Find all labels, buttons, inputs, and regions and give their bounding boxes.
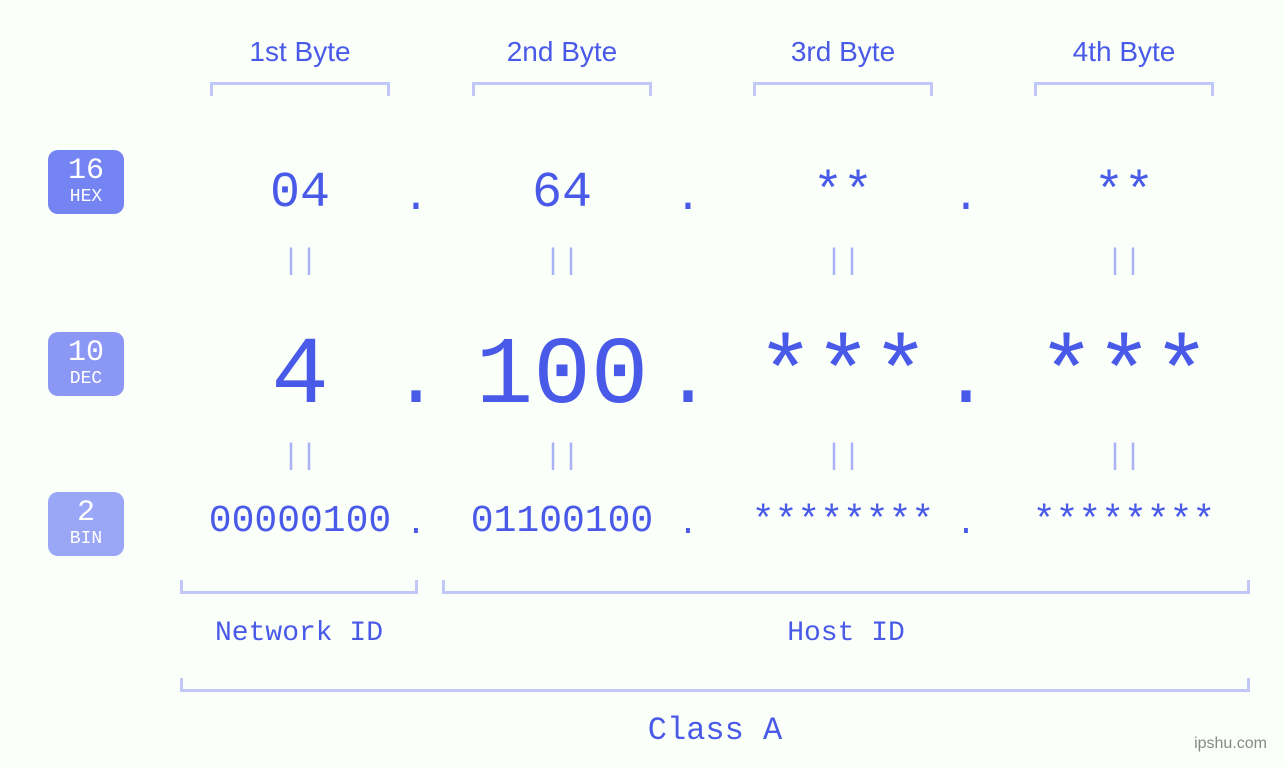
badge-bin: 2 BIN	[48, 492, 124, 556]
top-bracket-1	[210, 82, 390, 96]
equals-1-3: ||	[825, 245, 861, 279]
equals-2-2: ||	[544, 440, 580, 474]
equals-1-4: ||	[1106, 245, 1142, 279]
equals-2-3: ||	[825, 440, 861, 474]
badge-bin-num: 2	[48, 498, 124, 528]
equals-1-1: ||	[282, 245, 318, 279]
badge-dec-lab: DEC	[48, 370, 124, 388]
dec-dot-2: .	[664, 336, 712, 427]
top-bracket-3	[753, 82, 933, 96]
host-id-bracket	[442, 580, 1250, 594]
class-bracket	[180, 678, 1250, 692]
bin-byte-2: 01100100	[471, 500, 653, 543]
dec-byte-4: ***	[1038, 322, 1211, 431]
network-id-bracket	[180, 580, 418, 594]
bin-byte-1: 00000100	[209, 500, 391, 543]
hex-dot-2: .	[675, 173, 701, 223]
watermark: ipshu.com	[1194, 735, 1267, 753]
network-id-label: Network ID	[215, 618, 383, 649]
bin-dot-3: .	[956, 506, 976, 544]
byte-label-2: 2nd Byte	[507, 36, 618, 68]
bin-dot-1: .	[406, 506, 426, 544]
equals-2-1: ||	[282, 440, 318, 474]
dec-dot-1: .	[392, 336, 440, 427]
equals-1-2: ||	[544, 245, 580, 279]
bin-dot-2: .	[678, 506, 698, 544]
dec-byte-3: ***	[757, 322, 930, 431]
host-id-label: Host ID	[787, 618, 905, 649]
badge-dec: 10 DEC	[48, 332, 124, 396]
badge-hex-num: 16	[48, 156, 124, 186]
byte-label-3: 3rd Byte	[791, 36, 895, 68]
badge-hex: 16 HEX	[48, 150, 124, 214]
bin-byte-3: ********	[752, 500, 934, 543]
class-label: Class A	[648, 712, 782, 749]
hex-byte-3: **	[813, 165, 873, 222]
hex-byte-1: 04	[270, 165, 330, 222]
hex-byte-4: **	[1094, 165, 1154, 222]
hex-dot-3: .	[953, 173, 979, 223]
dec-byte-1: 4	[271, 322, 329, 431]
badge-dec-num: 10	[48, 338, 124, 368]
byte-label-1: 1st Byte	[249, 36, 350, 68]
bin-byte-4: ********	[1033, 500, 1215, 543]
top-bracket-4	[1034, 82, 1214, 96]
hex-byte-2: 64	[532, 165, 592, 222]
hex-dot-1: .	[403, 173, 429, 223]
dec-dot-3: .	[942, 336, 990, 427]
badge-bin-lab: BIN	[48, 530, 124, 548]
dec-byte-2: 100	[476, 322, 649, 431]
badge-hex-lab: HEX	[48, 188, 124, 206]
byte-label-4: 4th Byte	[1073, 36, 1176, 68]
equals-2-4: ||	[1106, 440, 1142, 474]
top-bracket-2	[472, 82, 652, 96]
